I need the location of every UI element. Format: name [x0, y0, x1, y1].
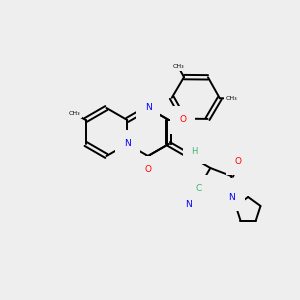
Text: H: H: [191, 146, 198, 155]
Text: O: O: [179, 116, 186, 124]
Text: N: N: [186, 200, 192, 209]
Text: O: O: [235, 157, 242, 166]
Text: N: N: [228, 193, 235, 202]
Text: O: O: [145, 166, 152, 175]
Text: CH₃: CH₃: [69, 111, 80, 116]
Text: CH₃: CH₃: [172, 64, 184, 69]
Text: C: C: [195, 184, 202, 193]
Text: N: N: [145, 103, 152, 112]
Text: CH₃: CH₃: [226, 96, 238, 101]
Text: N: N: [124, 140, 130, 148]
Text: H: H: [230, 187, 236, 196]
